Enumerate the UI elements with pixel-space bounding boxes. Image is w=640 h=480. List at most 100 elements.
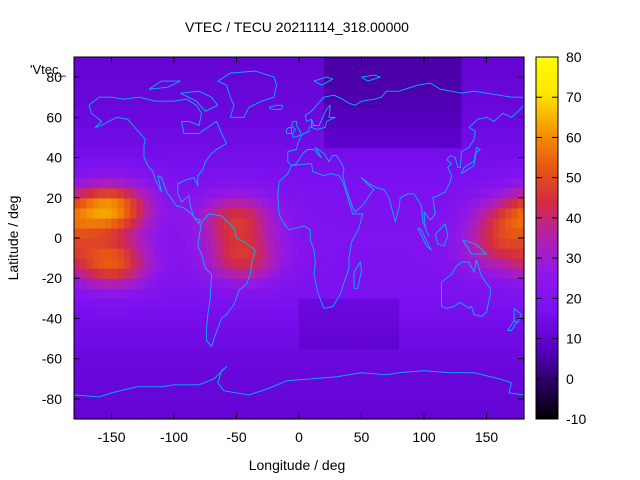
heatmap-cell	[417, 268, 425, 279]
heatmap-cell	[255, 288, 263, 299]
heatmap-cell	[117, 107, 125, 118]
heatmap-cell	[249, 308, 256, 320]
heatmap-cell	[374, 157, 381, 169]
heatmap-cell	[324, 338, 331, 350]
heatmap-cell	[324, 157, 331, 169]
heatmap-cell	[399, 288, 406, 299]
heatmap-cell	[424, 368, 431, 380]
heatmap-cell	[461, 187, 469, 199]
heatmap-cell	[267, 67, 275, 78]
heatmap-cell	[461, 217, 469, 229]
heatmap-cell	[161, 107, 169, 118]
heatmap-cell	[211, 217, 219, 229]
heatmap-cell	[224, 177, 231, 189]
heatmap-cell	[155, 248, 163, 259]
heatmap-cell	[430, 107, 438, 118]
heatmap-cell	[136, 217, 144, 229]
heatmap-cell	[455, 197, 463, 209]
heatmap-cell	[480, 298, 488, 309]
heatmap-cell	[324, 268, 331, 279]
heatmap-cell	[367, 258, 375, 269]
heatmap-cell	[111, 258, 119, 269]
heatmap-cell	[442, 288, 450, 299]
heatmap-cell	[105, 157, 113, 169]
heatmap-cell	[442, 167, 450, 179]
heatmap-cell	[142, 238, 150, 249]
heatmap-cell	[186, 388, 194, 400]
heatmap-cell	[224, 117, 231, 128]
heatmap-cell	[511, 187, 519, 199]
heatmap-cell	[324, 358, 331, 370]
heatmap-cell	[236, 107, 244, 118]
heatmap-cell	[424, 187, 431, 199]
heatmap-cell	[405, 308, 413, 320]
heatmap-cell	[149, 167, 156, 179]
heatmap-cell	[361, 378, 369, 390]
heatmap-cell	[80, 157, 88, 169]
heatmap-cell	[111, 238, 119, 249]
heatmap-cell	[499, 197, 506, 209]
heatmap-cell	[161, 167, 169, 179]
heatmap-cell	[380, 127, 388, 139]
heatmap-cell	[317, 177, 325, 189]
heatmap-cell	[499, 167, 506, 179]
heatmap-cell	[180, 137, 188, 149]
heatmap-cell	[292, 197, 300, 209]
heatmap-cell	[324, 137, 331, 149]
heatmap-cell	[242, 57, 250, 68]
heatmap-cell	[274, 227, 281, 239]
heatmap-cell	[155, 328, 163, 340]
heatmap-cell	[305, 248, 313, 259]
heatmap-cell	[186, 328, 194, 340]
heatmap-cell	[74, 77, 81, 88]
heatmap-cell	[74, 298, 81, 309]
heatmap-cell	[449, 67, 456, 78]
heatmap-cell	[499, 217, 506, 229]
heatmap-cell	[142, 107, 150, 118]
heatmap-cell	[255, 378, 263, 390]
heatmap-cell	[361, 177, 369, 189]
heatmap-cell	[461, 197, 469, 209]
heatmap-cell	[455, 288, 463, 299]
heatmap-cell	[236, 57, 244, 68]
heatmap-cell	[167, 107, 175, 118]
heatmap-cell	[92, 187, 100, 199]
heatmap-cell	[280, 147, 288, 159]
heatmap-cell	[442, 258, 450, 269]
heatmap-cell	[249, 338, 256, 350]
heatmap-cell	[411, 167, 419, 179]
heatmap-cell	[174, 378, 181, 390]
heatmap-cell	[492, 358, 500, 370]
heatmap-cell	[374, 167, 381, 179]
heatmap-cell	[224, 137, 231, 149]
heatmap-cell	[242, 147, 250, 159]
heatmap-cell	[255, 408, 263, 420]
heatmap-cell	[330, 258, 338, 269]
heatmap-cell	[236, 268, 244, 279]
heatmap-cell	[342, 398, 350, 410]
heatmap-cell	[261, 217, 269, 229]
heatmap-cell	[442, 147, 450, 159]
heatmap-cell	[130, 117, 138, 128]
heatmap-cell	[486, 348, 494, 360]
heatmap-cell	[249, 238, 256, 249]
heatmap-cell	[324, 298, 331, 309]
heatmap-cell	[105, 77, 113, 88]
heatmap-cell	[492, 368, 500, 380]
heatmap-cell	[517, 197, 525, 209]
heatmap-cell	[324, 107, 331, 118]
heatmap-cell	[92, 388, 100, 400]
heatmap-cell	[517, 408, 525, 420]
heatmap-cell	[211, 338, 219, 350]
heatmap-cell	[486, 187, 494, 199]
heatmap-cell	[386, 298, 394, 309]
heatmap-cell	[417, 207, 425, 219]
heatmap-cell	[311, 147, 319, 159]
heatmap-cell	[286, 137, 294, 149]
heatmap-cell	[480, 117, 488, 128]
heatmap-cell	[211, 348, 219, 360]
heatmap-cell	[249, 207, 256, 219]
heatmap-cell	[186, 97, 194, 108]
heatmap-cell	[399, 398, 406, 410]
heatmap-cell	[130, 137, 138, 149]
